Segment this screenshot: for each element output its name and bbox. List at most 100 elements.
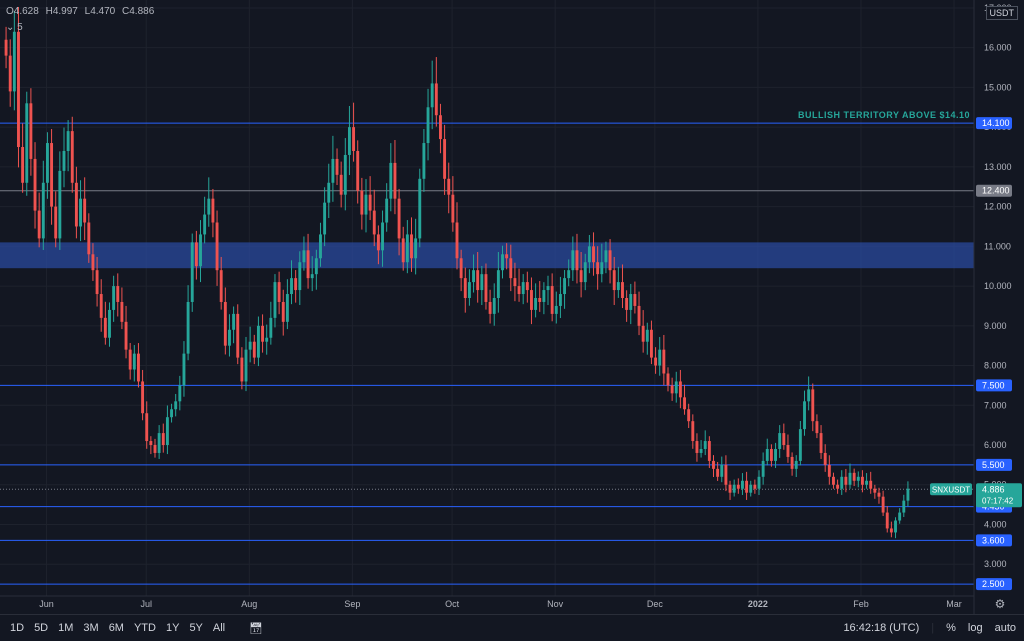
x-tick-label: Sep: [344, 599, 360, 609]
currency-badge[interactable]: USDT: [985, 6, 1018, 20]
candle-body: [240, 357, 244, 382]
candle-body: [439, 115, 442, 140]
candle-body: [484, 274, 488, 302]
candle-body: [530, 290, 533, 310]
level-price-tag: [976, 458, 1012, 471]
candle-body: [8, 55, 12, 92]
bottom-right-controls: 16:42:18 (UTC) | % log auto: [843, 622, 1016, 634]
x-tick-label: Aug: [241, 599, 257, 609]
candle-body: [203, 214, 207, 235]
candle-body: [389, 162, 393, 199]
candle-body: [765, 448, 769, 461]
candle-body: [397, 198, 401, 239]
candle-body: [720, 464, 724, 477]
candle-body: [434, 83, 438, 116]
chart-background: [0, 0, 1024, 614]
level-price-text: 3.600: [982, 535, 1005, 545]
candle-body: [108, 309, 111, 338]
range-1y[interactable]: 1Y: [165, 622, 180, 634]
candle-body: [563, 278, 567, 295]
range-1d[interactable]: 1D: [10, 622, 25, 634]
candle-body: [194, 242, 198, 267]
candle-body: [798, 429, 802, 461]
candle-body: [811, 389, 815, 422]
candle-body: [807, 389, 811, 402]
bottom-toolbar: 1D 5D 1M 3M 6M YTD 1Y 5Y All 📅︎ 16:42:18…: [0, 614, 1024, 641]
candle-body: [840, 476, 844, 489]
candle-body: [463, 278, 467, 298]
candle-body: [712, 460, 715, 469]
candle-body: [83, 198, 87, 223]
range-1m[interactable]: 1M: [58, 622, 74, 634]
gear-icon[interactable]: ⚙: [995, 597, 1006, 611]
candle-body: [554, 305, 558, 314]
candle-body: [492, 298, 496, 314]
candle-body: [265, 337, 269, 342]
resistance-zone: [0, 242, 974, 269]
candle-body: [269, 317, 273, 338]
candle-body: [881, 496, 885, 513]
y-tick-label: 9.000: [984, 321, 1007, 331]
candle-body: [513, 278, 517, 287]
candle-body: [546, 286, 550, 291]
level-price-tag: [976, 534, 1012, 547]
candle-body: [517, 286, 521, 295]
candle-body: [633, 294, 637, 306]
level-price-text: 2.500: [982, 579, 1005, 589]
candle-body: [819, 433, 823, 453]
x-tick-label: Jul: [141, 599, 153, 609]
price-chart[interactable]: BULLISH TERRITORY ABOVE $14.1017.00016.0…: [0, 0, 1024, 614]
candle-body: [190, 242, 194, 302]
candle-body: [873, 488, 877, 493]
candle-body: [860, 476, 864, 485]
percent-scale-toggle[interactable]: %: [946, 622, 956, 634]
candle-body: [310, 274, 314, 279]
candle-body: [331, 158, 335, 183]
range-ytd[interactable]: YTD: [133, 622, 156, 634]
candle-body: [368, 194, 372, 211]
candle-body: [70, 131, 74, 183]
chevron-down-icon: ⌄: [6, 22, 15, 33]
candle-body: [583, 262, 587, 283]
candle-body: [724, 464, 728, 485]
x-tick-label: 2022: [748, 599, 768, 609]
candle-body: [641, 325, 645, 342]
y-tick-label: 15.000: [984, 82, 1012, 92]
range-all[interactable]: All: [212, 622, 226, 634]
clock-timezone[interactable]: 16:42:18 (UTC): [843, 622, 920, 634]
range-6m[interactable]: 6M: [108, 622, 124, 634]
candle-body: [695, 441, 699, 453]
candle-body: [501, 254, 504, 271]
candle-body: [306, 250, 310, 279]
level-price-text: 14.100: [982, 118, 1010, 128]
candle-body: [542, 290, 546, 302]
candle-body: [352, 127, 356, 151]
candle-body: [678, 381, 682, 398]
calendar-range-icon[interactable]: 📅︎: [249, 622, 264, 635]
candle-body: [410, 234, 413, 259]
candle-body: [447, 178, 451, 195]
candle-body: [592, 246, 595, 263]
range-3m[interactable]: 3M: [83, 622, 99, 634]
candle-body: [215, 222, 219, 271]
candle-body: [443, 139, 447, 179]
candle-body: [761, 460, 765, 477]
candle-body: [480, 274, 484, 291]
candle-body: [538, 298, 542, 302]
indicators-count: 5: [17, 22, 23, 33]
candle-body: [182, 353, 186, 386]
indicators-toggle[interactable]: ⌄ 5: [6, 22, 23, 33]
range-5d[interactable]: 5D: [34, 622, 49, 634]
x-tick-label: Mar: [946, 599, 962, 609]
range-5y[interactable]: 5Y: [189, 622, 203, 634]
ohlc-open: O4.628: [6, 6, 39, 17]
log-scale-toggle[interactable]: log: [967, 622, 983, 634]
level-price-tag: [976, 578, 1012, 591]
last-price-text: 4.886: [982, 484, 1005, 494]
level-price-tag: [976, 379, 1012, 392]
auto-scale-toggle[interactable]: auto: [994, 622, 1016, 634]
candle-body: [637, 305, 641, 326]
candle-body: [128, 349, 132, 370]
candle-body: [33, 158, 37, 211]
candle-body: [459, 258, 463, 279]
